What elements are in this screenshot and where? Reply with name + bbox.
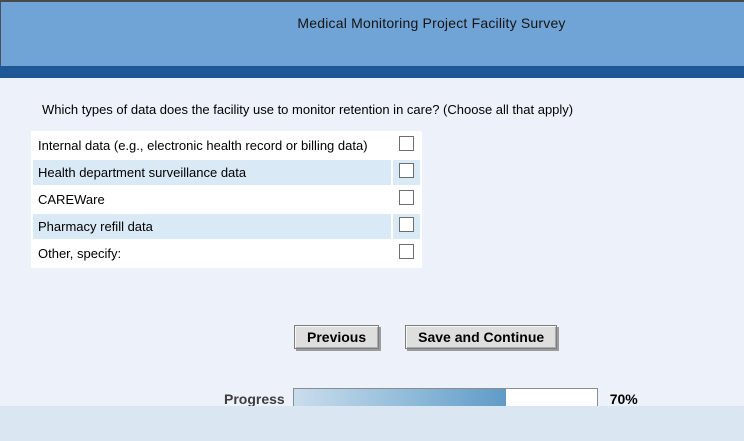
buttons-row: Previous Save and Continue — [0, 325, 744, 349]
options-table-body: Internal data (e.g., electronic health r… — [33, 133, 420, 266]
option-checkbox[interactable] — [399, 162, 414, 178]
option-checkbox-cell — [393, 160, 420, 185]
footer-strip — [0, 406, 744, 441]
option-checkbox-cell — [393, 241, 420, 266]
option-checkbox-cell — [393, 187, 420, 212]
option-row: Pharmacy refill data — [33, 214, 420, 239]
header: Medical Monitoring Project Facility Surv… — [0, 2, 744, 66]
option-row: Internal data (e.g., electronic health r… — [33, 133, 420, 158]
option-checkbox[interactable] — [399, 135, 414, 151]
option-checkbox[interactable] — [399, 216, 414, 232]
window-top-border — [0, 0, 744, 2]
option-label: Internal data (e.g., electronic health r… — [33, 133, 391, 158]
options-table: Internal data (e.g., electronic health r… — [31, 131, 422, 268]
progress-percent: 70% — [609, 391, 638, 407]
option-checkbox-cell — [393, 133, 420, 158]
page-title: Medical Monitoring Project Facility Surv… — [297, 15, 566, 31]
option-label: Other, specify: — [33, 241, 391, 266]
option-row: CAREWare — [33, 187, 420, 212]
option-row: Other, specify: — [33, 241, 420, 266]
option-checkbox[interactable] — [399, 243, 414, 259]
question-text: Which types of data does the facility us… — [42, 102, 574, 117]
progress-label: Progress — [224, 391, 285, 407]
option-label: CAREWare — [33, 187, 391, 212]
option-row: Health department surveillance data — [33, 160, 420, 185]
option-checkbox-cell — [393, 214, 420, 239]
option-label: Health department surveillance data — [33, 160, 391, 185]
save-and-continue-button[interactable]: Save and Continue — [405, 325, 558, 349]
progress-fill — [293, 389, 506, 409]
option-label: Pharmacy refill data — [33, 214, 391, 239]
option-checkbox[interactable] — [399, 189, 414, 205]
previous-button[interactable]: Previous — [294, 325, 380, 349]
header-accent-bar — [0, 66, 744, 78]
